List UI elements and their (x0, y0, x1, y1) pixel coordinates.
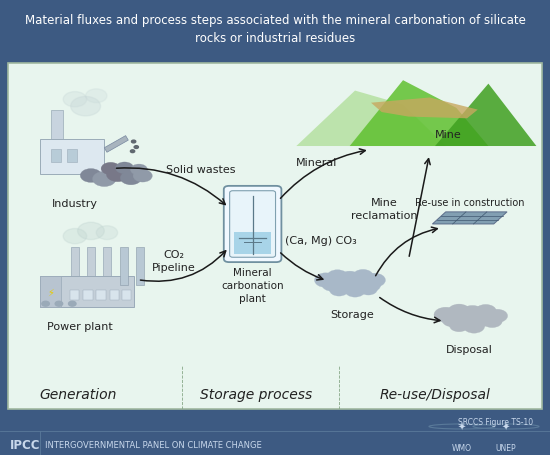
Circle shape (434, 308, 458, 323)
Text: WMO: WMO (452, 443, 472, 452)
FancyBboxPatch shape (224, 187, 282, 263)
Circle shape (131, 141, 136, 144)
Text: UNEP: UNEP (496, 443, 516, 452)
Circle shape (327, 270, 348, 284)
Circle shape (347, 278, 369, 292)
Text: ✦: ✦ (502, 421, 510, 431)
Text: CO₂
Pipeline: CO₂ Pipeline (152, 250, 195, 272)
Circle shape (92, 172, 116, 187)
Circle shape (130, 165, 147, 176)
Circle shape (468, 313, 491, 328)
Text: Industry: Industry (52, 198, 98, 208)
FancyBboxPatch shape (122, 290, 131, 301)
FancyBboxPatch shape (109, 290, 119, 301)
Circle shape (80, 169, 102, 183)
FancyBboxPatch shape (8, 64, 542, 410)
Circle shape (482, 315, 502, 328)
Text: Mine
reclamation: Mine reclamation (351, 198, 417, 220)
FancyBboxPatch shape (40, 276, 134, 308)
Circle shape (130, 151, 135, 153)
Circle shape (361, 279, 381, 292)
FancyBboxPatch shape (87, 247, 95, 278)
Circle shape (106, 168, 129, 182)
Text: Re-use/Disposal: Re-use/Disposal (379, 387, 491, 401)
Text: Mine: Mine (435, 129, 462, 139)
FancyBboxPatch shape (70, 247, 79, 278)
FancyBboxPatch shape (67, 150, 76, 162)
Circle shape (42, 302, 50, 307)
Circle shape (345, 284, 365, 298)
Circle shape (333, 278, 355, 292)
Circle shape (454, 313, 477, 328)
Text: IPCC: IPCC (10, 438, 40, 450)
Polygon shape (296, 91, 446, 147)
Text: Mineral
carbonation
plant: Mineral carbonation plant (221, 268, 284, 303)
FancyBboxPatch shape (40, 276, 60, 308)
Circle shape (78, 223, 104, 240)
FancyBboxPatch shape (96, 290, 106, 301)
Circle shape (463, 319, 485, 334)
Circle shape (322, 278, 342, 292)
Text: ✦: ✦ (458, 421, 466, 431)
Circle shape (329, 284, 349, 296)
FancyBboxPatch shape (51, 111, 63, 142)
Circle shape (63, 229, 87, 244)
Circle shape (364, 273, 386, 288)
Circle shape (55, 302, 63, 307)
Text: Re-use in construction: Re-use in construction (415, 198, 525, 208)
Polygon shape (104, 136, 128, 153)
FancyBboxPatch shape (70, 290, 79, 301)
Circle shape (116, 162, 134, 174)
Circle shape (120, 172, 141, 186)
Circle shape (449, 319, 469, 332)
Text: Storage process: Storage process (200, 387, 312, 401)
Circle shape (460, 306, 485, 322)
Text: ⚡: ⚡ (47, 287, 54, 297)
Circle shape (487, 309, 508, 323)
Circle shape (70, 97, 101, 116)
FancyBboxPatch shape (40, 140, 104, 174)
FancyBboxPatch shape (230, 191, 276, 258)
Circle shape (448, 304, 470, 319)
FancyBboxPatch shape (83, 290, 92, 301)
Circle shape (442, 313, 463, 327)
Circle shape (353, 270, 373, 283)
FancyBboxPatch shape (51, 150, 60, 162)
Text: Material fluxes and process steps associated with the mineral carbonation of sil: Material fluxes and process steps associ… (25, 14, 525, 45)
FancyBboxPatch shape (234, 232, 271, 255)
Circle shape (359, 283, 377, 295)
Circle shape (475, 305, 497, 318)
Circle shape (86, 90, 107, 103)
Text: Mineral: Mineral (296, 157, 338, 167)
Text: Storage: Storage (331, 309, 374, 319)
Circle shape (315, 273, 337, 288)
Circle shape (133, 170, 152, 182)
FancyBboxPatch shape (136, 247, 144, 285)
Text: SRCCS Figure TS-10: SRCCS Figure TS-10 (458, 417, 534, 426)
Polygon shape (371, 98, 478, 119)
Polygon shape (432, 212, 507, 224)
Text: Disposal: Disposal (446, 344, 493, 354)
Circle shape (101, 163, 120, 175)
Circle shape (63, 92, 87, 108)
FancyBboxPatch shape (103, 247, 111, 278)
Text: (Ca, Mg) CO₃: (Ca, Mg) CO₃ (284, 235, 356, 245)
FancyBboxPatch shape (120, 247, 128, 285)
Text: Solid wastes: Solid wastes (166, 164, 235, 174)
Polygon shape (350, 81, 488, 147)
Text: Power plant: Power plant (47, 321, 113, 331)
Text: INTERGOVERNMENTAL PANEL ON CLIMATE CHANGE: INTERGOVERNMENTAL PANEL ON CLIMATE CHANG… (45, 440, 262, 449)
Circle shape (69, 302, 76, 307)
Circle shape (134, 147, 139, 149)
Text: Generation: Generation (39, 387, 116, 401)
Polygon shape (435, 85, 536, 147)
Circle shape (96, 226, 118, 240)
Circle shape (338, 272, 361, 287)
